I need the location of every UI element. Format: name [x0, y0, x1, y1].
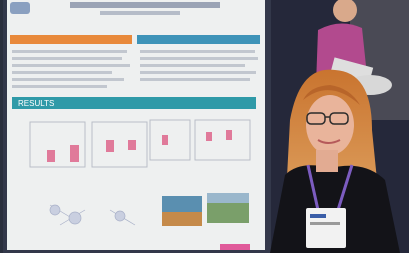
page: {"poster": {"results_header": "RESULTS"}…: [0, 0, 409, 253]
poster: RESULTS: [3, 0, 271, 253]
results-header: RESULTS: [18, 99, 54, 108]
photo: RESULTS: [0, 0, 409, 253]
